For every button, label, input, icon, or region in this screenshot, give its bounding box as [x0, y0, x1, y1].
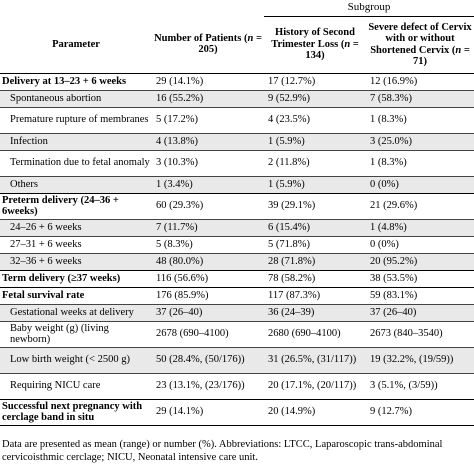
table-row: Delivery at 13–23 + 6 weeks 29 (14.1%) 17 …: [0, 72, 474, 90]
cell-severe-defect: 7 (58.3%): [366, 89, 474, 107]
table-row: Requiring NICU care 23 (13.1%, (23/176)) 2…: [0, 372, 474, 399]
cell-second-trimester: 1 (5.9%): [264, 175, 366, 193]
row-parameter: Low birth weight (< 2500 g): [0, 346, 152, 373]
row-parameter: Fetal survival rate: [0, 286, 152, 304]
cell-number-patients: 176 (85.9%): [152, 286, 264, 304]
row-parameter: Termination due to fetal anomaly: [0, 149, 152, 176]
row-parameter: Premature rupture of membranes: [0, 106, 152, 133]
table-row: Spontaneous abortion 16 (55.2%) 9 (52.9%) 7…: [0, 89, 474, 107]
cell-severe-defect: 59 (83.1%): [366, 286, 474, 304]
cell-second-trimester: 117 (87.3%): [264, 286, 366, 304]
cell-number-patients: 1 (3.4%): [152, 175, 264, 193]
table-body: Delivery at 13–23 + 6 weeks 29 (14.1%) 17 …: [0, 72, 474, 426]
table-row: Baby weight (g) (living newborn) 2678 (69…: [0, 320, 474, 347]
second-trimester-header: History of Second Trimester Loss (n = 13…: [271, 27, 359, 62]
cell-severe-defect: 9 (12.7%): [366, 398, 474, 426]
table-row: 27–31 + 6 weeks 5 (8.3%) 5 (71.8%) 0 (0%): [0, 235, 474, 253]
cell-severe-defect: 3 (25.0%): [366, 132, 474, 150]
cell-severe-defect: 21 (29.6%): [366, 192, 474, 219]
cell-number-patients: 29 (14.1%): [152, 398, 264, 426]
cell-second-trimester: 2680 (690–4100): [264, 320, 366, 347]
number-patients-header: Number of Patients (n = 205): [154, 32, 262, 56]
cell-severe-defect: 0 (0%): [366, 175, 474, 193]
row-parameter: Spontaneous abortion: [0, 89, 152, 107]
subgroup-header: Subgroup: [264, 0, 474, 17]
row-parameter: Baby weight (g) (living newborn): [0, 320, 152, 347]
cell-second-trimester: 78 (58.2%): [264, 269, 366, 287]
cell-second-trimester: 1 (5.9%): [264, 132, 366, 150]
row-parameter: Others: [0, 175, 152, 193]
table-footnote: Data are presented as mean (range) or nu…: [2, 439, 443, 463]
row-parameter: 32–36 + 6 weeks: [0, 252, 152, 270]
severe-defect-header: Severe defect of Cervix with or without …: [368, 21, 472, 68]
row-parameter: Infection: [0, 132, 152, 150]
cell-second-trimester: 39 (29.1%): [264, 192, 366, 219]
cell-second-trimester: 36 (24–39): [264, 303, 366, 321]
row-parameter: Term delivery (≥37 weeks): [0, 269, 152, 287]
cell-number-patients: 2678 (690–4100): [152, 320, 264, 347]
cell-second-trimester: 2 (11.8%): [264, 149, 366, 176]
table-row: Gestational weeks at delivery 37 (26–40) 3…: [0, 303, 474, 321]
table-row: Infection 4 (13.8%) 1 (5.9%) 3 (25.0%): [0, 132, 474, 150]
table-row: Preterm delivery (24–36 + 6weeks) 60 (29.…: [0, 192, 474, 219]
table-row: Premature rupture of membranes 5 (17.2%) 4…: [0, 106, 474, 133]
cell-severe-defect: 0 (0%): [366, 235, 474, 253]
row-parameter: Delivery at 13–23 + 6 weeks: [0, 72, 152, 90]
cell-number-patients: 29 (14.1%): [152, 72, 264, 90]
cell-severe-defect: 1 (8.3%): [366, 149, 474, 176]
cell-severe-defect: 37 (26–40): [366, 303, 474, 321]
row-parameter: Successful next pregnancy with cerclage …: [0, 398, 152, 426]
cell-second-trimester: 31 (26.5%, (31/117)): [264, 346, 366, 373]
row-parameter: Preterm delivery (24–36 + 6weeks): [0, 192, 152, 219]
cell-number-patients: 4 (13.8%): [152, 132, 264, 150]
table-row: 24–26 + 6 weeks 7 (11.7%) 6 (15.4%) 1 (4.8%…: [0, 218, 474, 236]
cell-number-patients: 116 (56.6%): [152, 269, 264, 287]
table-row: Termination due to fetal anomaly 3 (10.3%…: [0, 149, 474, 176]
cell-second-trimester: 28 (71.8%): [264, 252, 366, 270]
cell-number-patients: 5 (17.2%): [152, 106, 264, 133]
cell-number-patients: 16 (55.2%): [152, 89, 264, 107]
table-row: Low birth weight (< 2500 g) 50 (28.4%, (5…: [0, 346, 474, 373]
cell-number-patients: 23 (13.1%, (23/176)): [152, 372, 264, 399]
cell-second-trimester: 6 (15.4%): [264, 218, 366, 236]
row-parameter: 27–31 + 6 weeks: [0, 235, 152, 253]
parameter-header: Parameter: [52, 38, 100, 50]
cell-number-patients: 37 (26–40): [152, 303, 264, 321]
cell-severe-defect: 1 (8.3%): [366, 106, 474, 133]
cell-number-patients: 50 (28.4%, (50/176)): [152, 346, 264, 373]
cell-severe-defect: 19 (32.2%, (19/59)): [366, 346, 474, 373]
cell-second-trimester: 9 (52.9%): [264, 89, 366, 107]
cell-number-patients: 48 (80.0%): [152, 252, 264, 270]
table-row: Successful next pregnancy with cerclage …: [0, 398, 474, 426]
cell-number-patients: 7 (11.7%): [152, 218, 264, 236]
cell-number-patients: 3 (10.3%): [152, 149, 264, 176]
cell-severe-defect: 38 (53.5%): [366, 269, 474, 287]
row-parameter: Gestational weeks at delivery: [0, 303, 152, 321]
cell-severe-defect: 3 (5.1%, (3/59)): [366, 372, 474, 399]
cell-severe-defect: 20 (95.2%): [366, 252, 474, 270]
cell-second-trimester: 20 (17.1%, (20/117)): [264, 372, 366, 399]
results-table: Subgroup Parameter Number of Patients (n…: [0, 0, 474, 426]
table-row: Fetal survival rate 176 (85.9%) 117 (87.3%…: [0, 286, 474, 304]
cell-second-trimester: 17 (12.7%): [264, 72, 366, 90]
row-parameter: 24–26 + 6 weeks: [0, 218, 152, 236]
cell-second-trimester: 20 (14.9%): [264, 398, 366, 426]
cell-second-trimester: 5 (71.8%): [264, 235, 366, 253]
cell-number-patients: 60 (29.3%): [152, 192, 264, 219]
cell-severe-defect: 2673 (840–3540): [366, 320, 474, 347]
cell-number-patients: 5 (8.3%): [152, 235, 264, 253]
cell-second-trimester: 4 (23.5%): [264, 106, 366, 133]
cell-severe-defect: 1 (4.8%): [366, 218, 474, 236]
cell-severe-defect: 12 (16.9%): [366, 72, 474, 90]
table-row: Others 1 (3.4%) 1 (5.9%) 0 (0%): [0, 175, 474, 193]
table-row: 32–36 + 6 weeks 48 (80.0%) 28 (71.8%) 20 (9…: [0, 252, 474, 270]
row-parameter: Requiring NICU care: [0, 372, 152, 399]
table-row: Term delivery (≥37 weeks) 116 (56.6%) 78 (…: [0, 269, 474, 287]
